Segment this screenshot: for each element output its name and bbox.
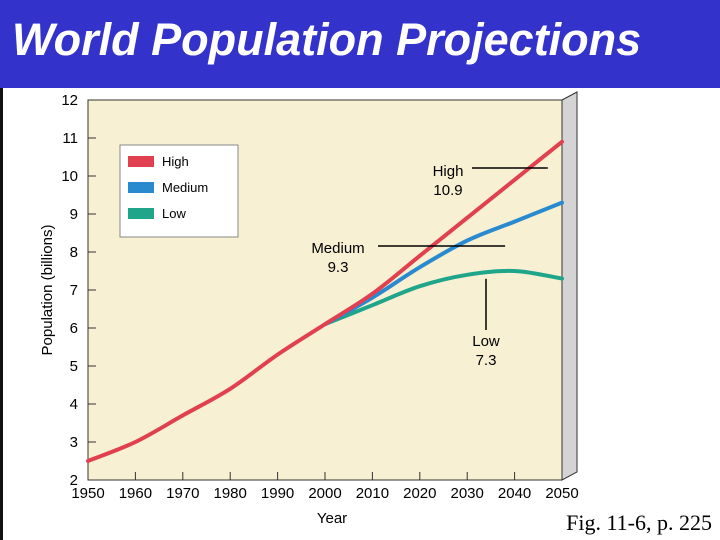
series-line-high: [86, 139, 564, 463]
annotation-name-low: Low: [472, 333, 500, 350]
legend-swatch-low: [128, 208, 154, 219]
x-tick-label: 2010: [356, 485, 389, 502]
legend-label-medium: Medium: [162, 180, 208, 195]
y-tick-label: 9: [70, 206, 78, 223]
plot-side-shadow: [561, 91, 578, 481]
legend: High Medium Low: [119, 144, 239, 238]
y-tick-label: 7: [70, 282, 78, 299]
figure-caption: Fig. 11-6, p. 225: [566, 510, 712, 535]
title-bar: World Population Projections: [0, 0, 720, 88]
series-line-low: [323, 268, 564, 327]
slide-title: World Population Projections: [12, 14, 642, 65]
series-lines: [86, 139, 564, 463]
x-tick-label: 1970: [166, 485, 199, 502]
y-tick-label: 4: [70, 396, 78, 413]
y-tick-label: 10: [61, 168, 78, 185]
y-tick-label: 12: [61, 92, 78, 109]
population-chart: 2 3 4 5 6 7 8 9 10 11 12 1950 1960 1970 1980 1990 2000 2…: [39, 91, 579, 527]
legend-label-low: Low: [162, 206, 186, 221]
annotation-name-medium: Medium: [311, 240, 364, 257]
y-tick-label: 3: [70, 434, 78, 451]
annotation-value-high: 10.9: [433, 182, 462, 199]
x-tick-label: 1980: [214, 485, 247, 502]
x-tick-label: 1950: [71, 485, 104, 502]
x-tick-label: 2030: [451, 485, 484, 502]
y-tick-label: 2: [70, 472, 78, 489]
y-axis-label: Population (billions): [39, 225, 56, 356]
y-tick-label: 6: [70, 320, 78, 337]
legend-swatch-high: [128, 156, 154, 167]
y-axis-ticks: 2 3 4 5 6 7 8 9 10 11 12: [61, 92, 96, 489]
legend-label-high: High: [162, 154, 189, 169]
x-axis-label: Year: [317, 510, 347, 527]
series-line-medium: [323, 200, 564, 327]
legend-swatch-medium: [128, 182, 154, 193]
x-tick-label: 2040: [498, 485, 531, 502]
y-tick-label: 5: [70, 358, 78, 375]
x-tick-label: 2020: [403, 485, 436, 502]
line-annotations: High 10.9 Medium 9.3 Low 7.3: [311, 163, 548, 369]
x-tick-label: 1960: [119, 485, 152, 502]
x-tick-label: 2050: [545, 485, 578, 502]
annotation-value-medium: 9.3: [328, 259, 349, 276]
y-tick-label: 8: [70, 244, 78, 261]
y-tick-label: 11: [62, 130, 78, 147]
left-border: [0, 88, 3, 540]
x-tick-label: 2000: [308, 485, 341, 502]
x-axis-ticks: 1950 1960 1970 1980 1990 2000 2010 2020 2030 2040…: [71, 472, 579, 502]
annotation-name-high: High: [433, 163, 464, 180]
annotation-value-low: 7.3: [476, 352, 497, 369]
x-tick-label: 1990: [261, 485, 294, 502]
